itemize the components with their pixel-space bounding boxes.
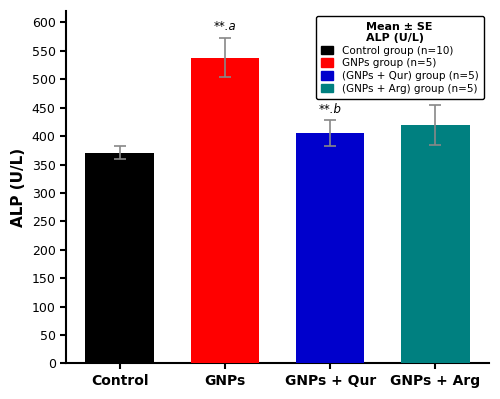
Y-axis label: ALP (U/L): ALP (U/L): [11, 148, 26, 227]
Bar: [190, 57, 259, 363]
Text: **.b: **.b: [318, 103, 342, 116]
Text: *.b: *.b: [427, 87, 444, 100]
Legend: Control group (n=10), GNPs group (n=5), (GNPs + Qur) group (n=5), (GNPs + Arg) g: Control group (n=10), GNPs group (n=5), …: [316, 16, 484, 99]
Text: **.a: **.a: [214, 20, 236, 34]
Bar: [296, 133, 364, 363]
Bar: [401, 125, 469, 363]
Bar: [86, 153, 154, 363]
